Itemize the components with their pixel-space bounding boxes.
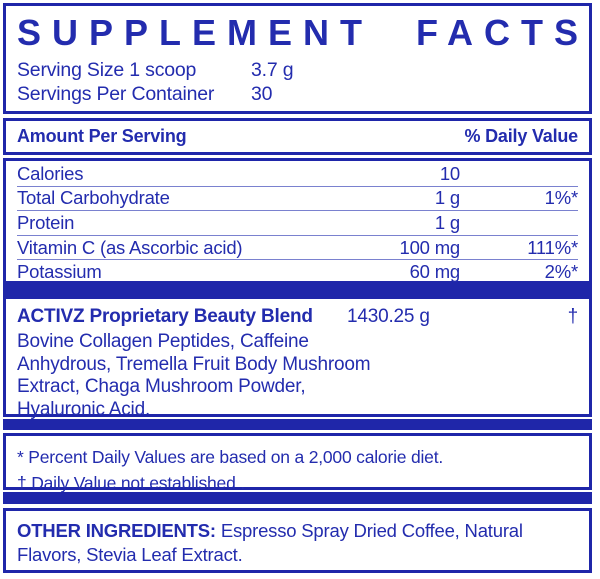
blend-name: ACTIVZ Proprietary Beauty Blend bbox=[17, 306, 313, 327]
page-title: SUPPLEMENT FACTS bbox=[17, 13, 578, 53]
table-row-calories: Calories 10 bbox=[17, 162, 578, 187]
serving-size-value: 3.7 g bbox=[251, 59, 294, 81]
nutrient-dv: 1%* bbox=[544, 187, 579, 209]
other-ingredients-text: Espresso Spray Dried Coffee, Natural Fla… bbox=[17, 520, 523, 565]
nutrient-name: Potassium bbox=[17, 261, 102, 283]
servings-per-container-value: 30 bbox=[251, 83, 273, 105]
title-serving-box: SUPPLEMENT FACTS Serving Size 1 scoop 3.… bbox=[3, 3, 592, 114]
nutrients-box: Calories 10 Total Carbohydrate 1 g 1%* P… bbox=[3, 158, 592, 284]
separator-band bbox=[3, 419, 592, 430]
table-row-total-carbohydrate: Total Carbohydrate 1 g 1%* bbox=[17, 187, 578, 212]
nutrient-name: Vitamin C (as Ascorbic acid) bbox=[17, 236, 243, 258]
footnote-dv-not-established: † Daily Value not established . bbox=[17, 473, 245, 493]
separator-band bbox=[3, 284, 592, 296]
table-row-potassium: Potassium 60 mg 2%* bbox=[17, 260, 578, 284]
blend-amount: 1430.25 g bbox=[347, 306, 430, 327]
nutrient-amount: 60 mg bbox=[409, 261, 461, 283]
serving-size-label: Serving Size 1 scoop bbox=[17, 59, 197, 81]
table-row-vitamin-c: Vitamin C (as Ascorbic acid) 100 mg 111%… bbox=[17, 236, 578, 261]
footnote-percent-dv: * Percent Daily Values are based on a 2,… bbox=[17, 447, 444, 467]
proprietary-blend-box: ACTIVZ Proprietary Beauty Blend 1430.25 … bbox=[3, 296, 592, 420]
blend-dv-dagger: † bbox=[567, 306, 579, 327]
amount-per-serving-header: Amount Per Serving bbox=[17, 126, 187, 146]
nutrient-amount: 1 g bbox=[434, 211, 460, 233]
nutrient-name: Calories bbox=[17, 162, 84, 184]
title-word-facts: FACTS bbox=[415, 12, 589, 53]
blend-header-row: ACTIVZ Proprietary Beauty Blend 1430.25 … bbox=[17, 306, 578, 328]
nutrient-name: Total Carbohydrate bbox=[17, 187, 170, 209]
serving-size-row: Serving Size 1 scoop 3.7 g bbox=[17, 58, 578, 82]
nutrient-amount: 10 bbox=[439, 162, 460, 184]
other-ingredients-label: OTHER INGREDIENTS: bbox=[17, 520, 216, 541]
nutrient-name: Protein bbox=[17, 211, 75, 233]
nutrient-dv: 111%* bbox=[527, 236, 578, 258]
nutrient-dv: 2%* bbox=[544, 261, 579, 283]
servings-per-container-label: Servings Per Container bbox=[17, 83, 215, 105]
daily-value-header: % Daily Value bbox=[464, 126, 579, 146]
title-word-supplement: SUPPLEMENT bbox=[17, 12, 374, 53]
separator-band bbox=[3, 492, 592, 504]
blend-description: Bovine Collagen Peptides, Caffeine Anhyd… bbox=[17, 331, 371, 420]
serving-info: Serving Size 1 scoop 3.7 g Servings Per … bbox=[17, 58, 578, 106]
nutrient-amount: 100 mg bbox=[399, 236, 460, 258]
table-row-protein: Protein 1 g bbox=[17, 211, 578, 236]
other-ingredients-box: OTHER INGREDIENTS: Espresso Spray Dried … bbox=[3, 508, 592, 573]
column-header-box: Amount Per Serving % Daily Value bbox=[3, 118, 592, 155]
nutrient-amount: 1 g bbox=[434, 187, 460, 209]
footnotes-box: * Percent Daily Values are based on a 2,… bbox=[3, 433, 592, 493]
servings-per-container-row: Servings Per Container 30 bbox=[17, 82, 578, 106]
